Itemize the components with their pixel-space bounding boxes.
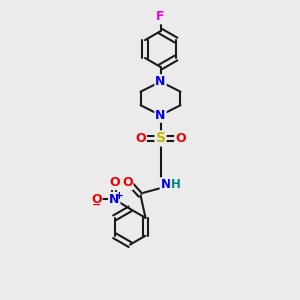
Text: −: − xyxy=(92,200,101,210)
Text: O: O xyxy=(175,132,186,145)
Text: O: O xyxy=(122,176,133,189)
Text: S: S xyxy=(155,131,166,146)
Text: +: + xyxy=(115,190,123,201)
Text: N: N xyxy=(155,109,166,122)
Text: O: O xyxy=(135,132,146,145)
Text: F: F xyxy=(156,11,165,23)
Text: O: O xyxy=(109,176,120,189)
Text: O: O xyxy=(91,193,102,206)
Text: H: H xyxy=(171,178,181,191)
Text: N: N xyxy=(109,193,119,206)
Text: N: N xyxy=(160,178,171,191)
Text: N: N xyxy=(155,75,166,88)
